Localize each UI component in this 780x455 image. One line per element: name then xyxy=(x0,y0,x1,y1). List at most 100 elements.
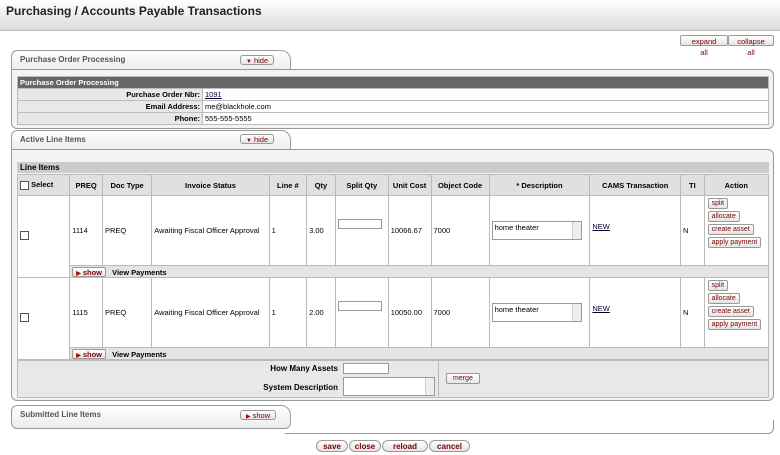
select-header: Select xyxy=(16,174,71,196)
cams-new-link[interactable]: NEW xyxy=(592,222,610,231)
split-button[interactable]: split xyxy=(707,198,729,209)
split-qty-input[interactable] xyxy=(337,218,382,229)
table-row: 1114 PREQ Awaiting Fiscal Officer Approv… xyxy=(16,195,770,278)
email-value: me@blackhole.com xyxy=(202,100,769,113)
row-checkbox[interactable] xyxy=(20,231,29,240)
triangle-right-icon: ▶ xyxy=(76,352,81,359)
col-preq: PREQ xyxy=(69,174,103,196)
description-text: home theater xyxy=(494,305,539,314)
submitted-panel-edge xyxy=(285,420,774,434)
phone-value: 555-555-5555 xyxy=(202,112,769,125)
doc-type-cell: PREQ xyxy=(101,277,153,348)
tab-submitted-line-items: Submitted Line Items ▶ show xyxy=(11,405,291,429)
tab-active-line-items: Active Line Items ▼ hide xyxy=(11,130,291,150)
description-textarea[interactable]: home theater xyxy=(491,221,582,240)
line-items-title: Line Items xyxy=(17,162,769,173)
col-qty: Qty xyxy=(306,174,336,196)
apply-payment-button[interactable]: apply payment xyxy=(707,237,762,248)
submitted-show-button[interactable]: ▶ show xyxy=(240,410,277,420)
object-code-cell: 7000 xyxy=(430,277,490,348)
scrollbar[interactable] xyxy=(571,304,581,321)
tab-label: Active Line Items xyxy=(20,135,86,144)
phone-label: Phone: xyxy=(17,112,203,125)
how-many-assets-input[interactable] xyxy=(343,363,389,374)
show-label: show xyxy=(82,349,102,359)
line-items-table: Select PREQ Doc Type Invoice Status Line… xyxy=(16,174,770,360)
cams-new-link[interactable]: NEW xyxy=(592,304,610,313)
qty-cell: 2.00 xyxy=(306,277,336,348)
col-action: Action xyxy=(703,174,770,196)
col-ti: TI xyxy=(680,174,705,196)
preq-cell: 1115 xyxy=(69,277,103,348)
triangle-right-icon: ▶ xyxy=(76,270,81,277)
qty-cell: 3.00 xyxy=(306,195,336,266)
select-label: Select xyxy=(31,180,54,190)
active-line-items-panel: Line Items Select PREQ Doc Type Invoice … xyxy=(11,149,774,401)
reload-button[interactable]: reload xyxy=(382,440,428,452)
preq-cell: 1114 xyxy=(69,195,103,266)
select-all-checkbox[interactable] xyxy=(20,180,29,190)
po-section-header: Purchase Order Processing xyxy=(17,76,769,89)
tab-label: Purchase Order Processing xyxy=(20,55,126,64)
scrollbar[interactable] xyxy=(425,378,434,395)
split-button[interactable]: split xyxy=(707,280,729,291)
divider xyxy=(438,361,439,397)
hide-label: hide xyxy=(253,135,269,144)
col-doc-type: Doc Type xyxy=(101,174,153,196)
po-hide-button[interactable]: ▼ hide xyxy=(240,55,275,65)
split-qty-input[interactable] xyxy=(337,300,382,311)
active-hide-button[interactable]: ▼ hide xyxy=(240,134,275,144)
email-label: Email Address: xyxy=(17,100,203,113)
view-payments-row: ▶ show View Payments xyxy=(69,347,769,360)
triangle-right-icon: ▶ xyxy=(246,414,251,420)
line-number-cell: 1 xyxy=(268,195,308,266)
cancel-button[interactable]: cancel xyxy=(429,440,470,452)
create-asset-button[interactable]: create asset xyxy=(707,224,754,235)
create-asset-button[interactable]: create asset xyxy=(707,306,754,317)
tab-label: Submitted Line Items xyxy=(20,410,101,419)
scrollbar[interactable] xyxy=(571,222,581,239)
unit-cost-cell: 10066.67 xyxy=(387,195,432,266)
triangle-down-icon: ▼ xyxy=(246,59,252,65)
allocate-button[interactable]: allocate xyxy=(707,293,740,304)
show-payments-button[interactable]: ▶ show xyxy=(72,266,106,277)
triangle-down-icon: ▼ xyxy=(246,138,252,144)
apply-payment-button[interactable]: apply payment xyxy=(707,319,762,330)
object-code-cell: 7000 xyxy=(430,195,490,266)
col-invoice-status: Invoice Status xyxy=(151,174,270,196)
allocate-button[interactable]: allocate xyxy=(707,211,740,222)
close-button[interactable]: close xyxy=(349,440,381,452)
status-cell: Awaiting Fiscal Officer Approval xyxy=(151,277,270,348)
status-cell: Awaiting Fiscal Officer Approval xyxy=(151,195,270,266)
po-number-link[interactable]: 1091 xyxy=(205,90,222,99)
expand-all-button[interactable]: expand all xyxy=(680,35,728,57)
po-number-label: Purchase Order Nbr: xyxy=(17,88,203,101)
view-payments-label: View Payments xyxy=(112,349,167,359)
system-description-textarea[interactable] xyxy=(343,377,435,396)
tab-purchase-order-processing: Purchase Order Processing ▼ hide xyxy=(11,50,291,70)
ti-cell: N xyxy=(680,277,705,348)
po-table: Purchase Order Processing Purchase Order… xyxy=(17,76,769,125)
row-checkbox[interactable] xyxy=(20,313,29,322)
page-title: Purchasing / Accounts Payable Transactio… xyxy=(6,4,262,18)
hide-label: hide xyxy=(253,56,269,65)
save-button[interactable]: save xyxy=(316,440,348,452)
doc-type-cell: PREQ xyxy=(101,195,153,266)
col-split-qty: Split Qty xyxy=(334,174,389,196)
col-description: * Description xyxy=(488,174,591,196)
merge-area: How Many Assets System Description merge xyxy=(17,360,769,398)
title-bar: Purchasing / Accounts Payable Transactio… xyxy=(0,0,780,31)
po-panel: Purchase Order Processing Purchase Order… xyxy=(11,69,774,129)
system-description-label: System Description xyxy=(263,383,338,392)
table-row: 1115 PREQ Awaiting Fiscal Officer Approv… xyxy=(16,277,770,360)
collapse-all-button[interactable]: collapse all xyxy=(728,35,774,57)
show-label: show xyxy=(82,267,102,277)
col-line-number: Line # xyxy=(268,174,308,196)
show-label: show xyxy=(252,411,271,420)
ti-cell: N xyxy=(680,195,705,266)
col-object-code: Object Code xyxy=(430,174,490,196)
description-textarea[interactable]: home theater xyxy=(491,303,582,322)
show-payments-button[interactable]: ▶ show xyxy=(72,348,106,359)
merge-button[interactable]: merge xyxy=(446,373,480,384)
view-payments-label: View Payments xyxy=(112,267,167,277)
